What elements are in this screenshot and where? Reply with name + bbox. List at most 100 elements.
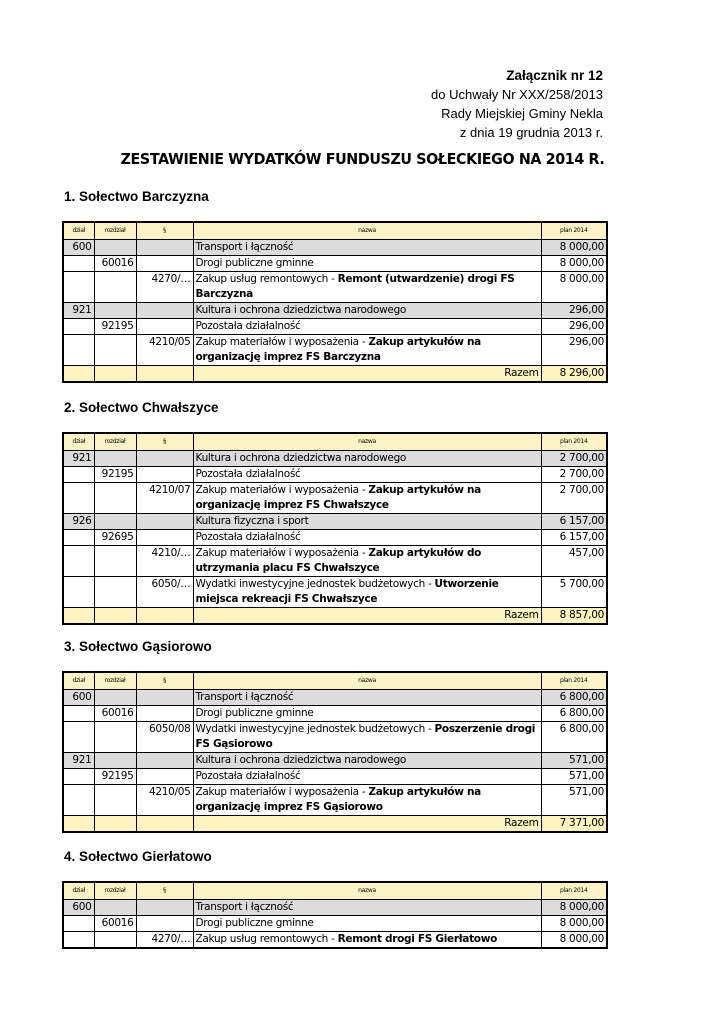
table-header-row: dział rozdział § nazwa plan 2014	[62, 432, 608, 451]
column-header: rozdział	[93, 221, 137, 240]
paragraph-cell	[135, 607, 194, 625]
column-header: rozdział	[93, 671, 137, 690]
paragraph-cell	[135, 768, 194, 785]
nazwa-text: Drogi publiczne gminne	[195, 917, 314, 929]
nazwa-cell: Transport i łączność	[192, 689, 542, 706]
nazwa-bold-text: Zakup artykułów na organizację imprez FS…	[195, 336, 482, 363]
paragraph-cell	[135, 302, 194, 319]
rozdzial-cell: 60016	[93, 705, 137, 722]
section-heading: 2. Sołectwo Chwałszyce	[64, 400, 219, 415]
paragraph-cell: 6050/08	[135, 721, 194, 753]
nazwa-cell: Zakup usług remontowych - Remont drogi F…	[192, 931, 542, 949]
dzial-cell	[62, 768, 95, 785]
nazwa-text: Kultura i ochrona dziedzictwa narodowego	[195, 452, 407, 464]
nazwa-text: Wydatki inwestycyjne jednostek budżetowy…	[195, 723, 435, 735]
table-row: 60016 Drogi publiczne gminne 6 800,00	[62, 705, 608, 722]
paragraph-cell	[135, 705, 194, 722]
dzial-cell	[62, 271, 95, 303]
plan-cell: 2 700,00	[540, 466, 608, 483]
rozdzial-cell	[93, 271, 137, 303]
rozdzial-cell	[93, 815, 137, 833]
paragraph-cell	[135, 450, 194, 467]
table-row: Razem 8 857,00	[62, 607, 608, 625]
table-header-row: dział rozdział § nazwa plan 2014	[62, 221, 608, 240]
nazwa-text: Wydatki inwestycyjne jednostek budżetowy…	[195, 578, 435, 590]
plan-cell: 5 700,00	[540, 576, 608, 608]
nazwa-bold-text: Utworzenie miejsca rekreacji FS Chwałszy…	[195, 578, 499, 605]
table-row: 92195 Pozostała działalność 571,00	[62, 768, 608, 785]
column-header: rozdział	[93, 432, 137, 451]
nazwa-text: Zakup usług remontowych -	[195, 273, 338, 285]
paragraph-cell: 6050/…	[135, 576, 194, 608]
rozdzial-cell	[93, 899, 137, 916]
column-header: §	[135, 881, 194, 900]
column-header: plan 2014	[540, 221, 608, 240]
paragraph-cell	[135, 689, 194, 706]
paragraph-cell	[135, 318, 194, 335]
plan-cell: 571,00	[540, 784, 608, 816]
nazwa-cell: Wydatki inwestycyjne jednostek budżetowy…	[192, 721, 542, 753]
table-row: 92195 Pozostała działalność 2 700,00	[62, 466, 608, 483]
paragraph-cell: 4210/05	[135, 334, 194, 366]
table-row: 921 Kultura i ochrona dziedzictwa narodow…	[62, 752, 608, 769]
nazwa-bold-text: Zakup artykułów na organizację imprez FS…	[195, 484, 482, 511]
plan-cell: 8 000,00	[540, 271, 608, 303]
dzial-cell	[62, 721, 95, 753]
section-heading: 4. Sołectwo Gierłatowo	[64, 849, 212, 864]
column-header: plan 2014	[540, 432, 608, 451]
column-header: rozdział	[93, 881, 137, 900]
nazwa-bold-text: Zakup artykułów na organizację imprez FS…	[195, 786, 482, 813]
table-row: 4270/… Zakup usług remontowych - Remont (…	[62, 271, 608, 303]
rozdzial-cell	[93, 482, 137, 514]
nazwa-cell: Transport i łączność	[192, 899, 542, 916]
table-row: 921 Kultura i ochrona dziedzictwa narodow…	[62, 450, 608, 467]
nazwa-text: Transport i łączność	[195, 901, 294, 913]
plan-cell: 571,00	[540, 752, 608, 769]
nazwa-bold-text: Poszerzenie drogi FS Gąsiorowo	[195, 723, 536, 750]
resolution-date: z dnia 19 grudnia 2013 r.	[459, 125, 603, 140]
nazwa-text: Transport i łączność	[195, 241, 294, 253]
total-label: Razem	[192, 365, 542, 383]
column-header: nazwa	[192, 881, 542, 900]
rozdzial-cell	[93, 931, 137, 949]
nazwa-text: Pozostała działalność	[195, 320, 301, 332]
nazwa-cell: Zakup materiałów i wyposażenia - Zakup a…	[192, 482, 542, 514]
plan-cell: 2 700,00	[540, 450, 608, 467]
nazwa-cell: Kultura i ochrona dziedzictwa narodowego	[192, 752, 542, 769]
paragraph-cell	[135, 513, 194, 530]
plan-cell: 571,00	[540, 768, 608, 785]
table-row: 60016 Drogi publiczne gminne 8 000,00	[62, 255, 608, 272]
rozdzial-cell: 92195	[93, 768, 137, 785]
expenditure-table: dział rozdział § nazwa plan 2014 600 Transport…	[62, 881, 608, 949]
nazwa-cell: Drogi publiczne gminne	[192, 915, 542, 932]
nazwa-text: Pozostała działalność	[195, 770, 301, 782]
column-header: §	[135, 671, 194, 690]
paragraph-cell: 4210/07	[135, 482, 194, 514]
rozdzial-cell: 92195	[93, 466, 137, 483]
dzial-cell: 921	[62, 302, 95, 319]
nazwa-cell: Pozostała działalność	[192, 768, 542, 785]
table-row: 4210/05 Zakup materiałów i wyposażenia - …	[62, 784, 608, 816]
table-row: 4210/05 Zakup materiałów i wyposażenia - …	[62, 334, 608, 366]
dzial-cell	[62, 931, 95, 949]
table-header-row: dział rozdział § nazwa plan 2014	[62, 671, 608, 690]
dzial-cell	[62, 576, 95, 608]
paragraph-cell	[135, 365, 194, 383]
table-row: 4210/07 Zakup materiałów i wyposażenia - …	[62, 482, 608, 514]
expenditure-table: dział rozdział § nazwa plan 2014 600 Transport…	[62, 221, 608, 383]
table-row: Razem 7 371,00	[62, 815, 608, 833]
nazwa-text: Zakup materiałów i wyposażenia -	[195, 786, 369, 798]
dzial-cell	[62, 815, 95, 833]
nazwa-text: Kultura i ochrona dziedzictwa narodowego	[195, 304, 407, 316]
rozdzial-cell: 92695	[93, 529, 137, 546]
column-header: nazwa	[192, 432, 542, 451]
nazwa-bold-text: Remont (utwardzenie) drogi FS Barczyzna	[195, 273, 515, 300]
table-row: 92195 Pozostała działalność 296,00	[62, 318, 608, 335]
plan-cell: 8 000,00	[540, 255, 608, 272]
column-header: §	[135, 432, 194, 451]
table-row: Razem 8 296,00	[62, 365, 608, 383]
nazwa-bold-text: Zakup artykułów do utrzymania placu FS C…	[195, 547, 482, 574]
rozdzial-cell	[93, 752, 137, 769]
table-row: 921 Kultura i ochrona dziedzictwa narodow…	[62, 302, 608, 319]
nazwa-cell: Zakup materiałów i wyposażenia - Zakup a…	[192, 784, 542, 816]
